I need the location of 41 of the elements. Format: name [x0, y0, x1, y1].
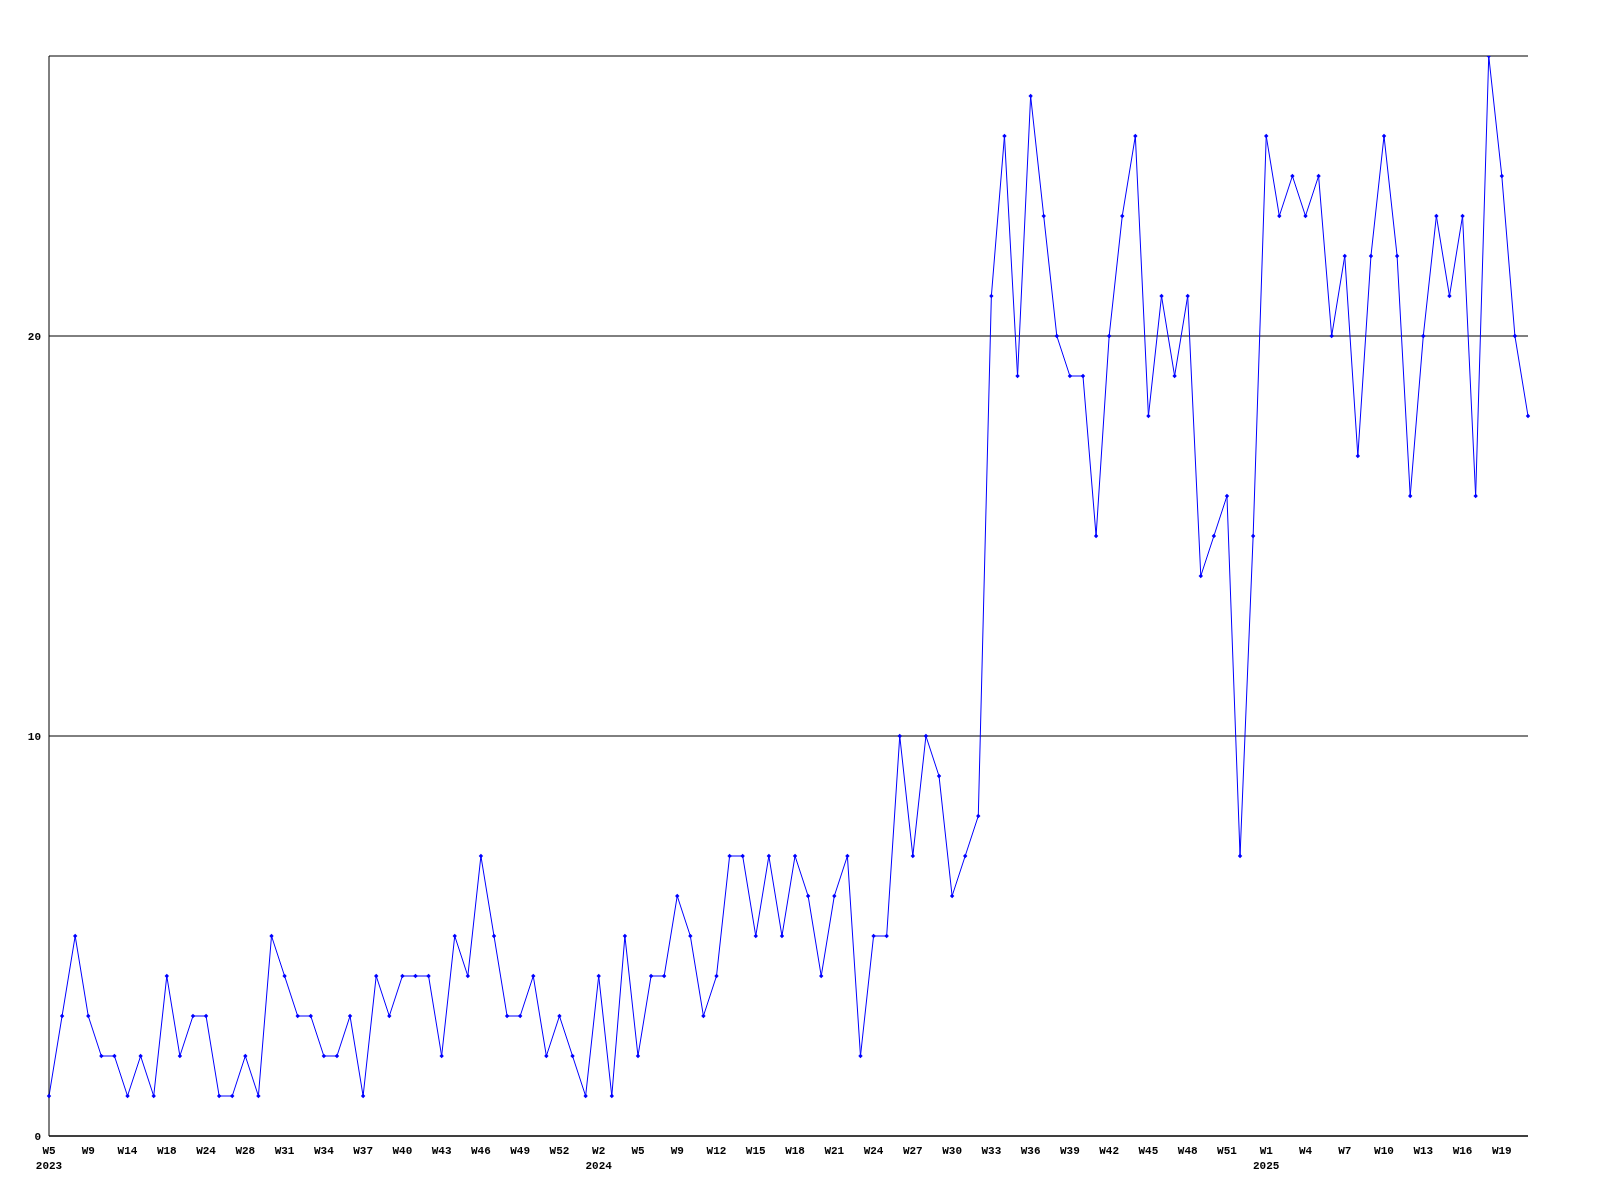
- x-tick-label: W43: [431, 1145, 452, 1157]
- x-tick-label: W19: [1491, 1145, 1512, 1157]
- y-tick-label: 0: [34, 1130, 41, 1143]
- x-tick-label: W7: [1338, 1145, 1352, 1157]
- x-tick-label: W13: [1413, 1145, 1434, 1157]
- x-tick-label: W36: [1020, 1145, 1041, 1157]
- x-tick-label: W24: [863, 1145, 884, 1157]
- x-tick-label: W10: [1374, 1145, 1394, 1157]
- x-tick-label: W16: [1452, 1145, 1473, 1157]
- x-tick-label: W27: [902, 1145, 923, 1157]
- x-tick-label: W46: [471, 1145, 491, 1157]
- x-tick-label: W34: [313, 1145, 335, 1157]
- x-tick-label: W9: [670, 1145, 684, 1157]
- x-tick-label: W1 2025: [1253, 1145, 1280, 1172]
- x-tick-label: W2 2024: [585, 1145, 613, 1172]
- x-tick-label: W30: [942, 1145, 963, 1157]
- x-tick-label: W21: [824, 1145, 845, 1157]
- x-tick-label: W18: [785, 1145, 806, 1157]
- x-tick-label: W40: [392, 1145, 413, 1157]
- x-tick-label: W33: [981, 1145, 1002, 1157]
- x-tick-label: W5 2023: [35, 1145, 63, 1172]
- x-tick-label: W51: [1217, 1145, 1238, 1157]
- x-tick-label: W14: [117, 1145, 138, 1157]
- x-tick-label: W49: [510, 1145, 531, 1157]
- x-tick-label: W4: [1298, 1145, 1313, 1157]
- x-tick-label: W48: [1177, 1145, 1198, 1157]
- x-tick-label: W45: [1138, 1145, 1159, 1157]
- y-tick-label: 10: [27, 730, 41, 743]
- x-tick-label: W28: [235, 1145, 256, 1157]
- x-tick-label: W37: [353, 1145, 374, 1157]
- x-tick-label: W18: [156, 1145, 178, 1157]
- x-tick-label: W15: [745, 1145, 767, 1157]
- x-tick-label: W9: [81, 1145, 95, 1157]
- x-tick-label: W31: [274, 1145, 295, 1157]
- x-tick-label: W24: [196, 1145, 217, 1157]
- x-tick-label: W39: [1060, 1145, 1080, 1157]
- y-tick-label: 20: [27, 330, 41, 343]
- x-tick-label: W52: [549, 1145, 570, 1157]
- x-tick-label: W42: [1099, 1145, 1120, 1157]
- x-tick-label: W12: [706, 1145, 727, 1157]
- x-tick-label: W5: [631, 1145, 645, 1157]
